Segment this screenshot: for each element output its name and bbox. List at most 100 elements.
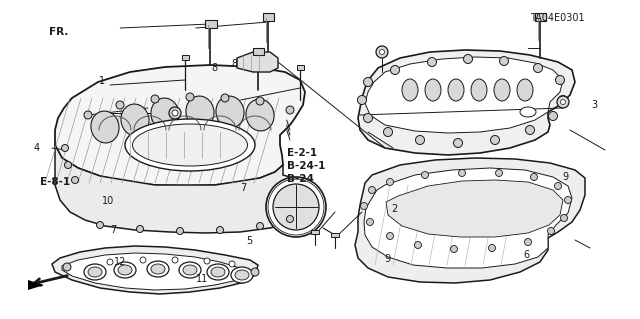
- Polygon shape: [55, 65, 305, 186]
- Polygon shape: [364, 168, 572, 268]
- Circle shape: [287, 216, 294, 222]
- Circle shape: [383, 128, 392, 137]
- Text: E-8-1: E-8-1: [40, 177, 70, 187]
- Circle shape: [376, 46, 388, 58]
- Circle shape: [367, 219, 374, 226]
- Circle shape: [364, 114, 372, 122]
- Text: 9: 9: [562, 172, 568, 182]
- Circle shape: [422, 172, 429, 179]
- Circle shape: [428, 57, 436, 66]
- Circle shape: [499, 56, 509, 65]
- Circle shape: [256, 97, 264, 105]
- Circle shape: [495, 169, 502, 176]
- Text: 8: 8: [211, 63, 218, 73]
- Circle shape: [525, 239, 531, 246]
- Polygon shape: [62, 253, 244, 290]
- Ellipse shape: [125, 119, 255, 171]
- Polygon shape: [365, 57, 563, 133]
- Ellipse shape: [425, 79, 441, 101]
- Circle shape: [221, 94, 229, 102]
- Circle shape: [561, 214, 568, 221]
- Bar: [253, 48, 264, 55]
- Text: TA04E0301: TA04E0301: [530, 12, 584, 23]
- Circle shape: [273, 184, 319, 230]
- Polygon shape: [55, 145, 314, 233]
- Text: 7: 7: [110, 225, 116, 235]
- Bar: [331, 233, 339, 237]
- Circle shape: [547, 227, 554, 234]
- Text: 12: 12: [114, 256, 126, 267]
- Circle shape: [556, 76, 564, 85]
- Circle shape: [107, 259, 113, 265]
- Bar: [182, 55, 189, 60]
- Polygon shape: [28, 280, 44, 290]
- Bar: [263, 13, 274, 21]
- Circle shape: [557, 96, 569, 108]
- Circle shape: [286, 106, 294, 114]
- Circle shape: [84, 111, 92, 119]
- Polygon shape: [237, 52, 278, 72]
- Circle shape: [177, 227, 184, 234]
- Circle shape: [360, 203, 367, 210]
- Ellipse shape: [183, 265, 197, 275]
- Ellipse shape: [471, 79, 487, 101]
- Circle shape: [454, 138, 463, 147]
- Ellipse shape: [448, 79, 464, 101]
- Ellipse shape: [91, 111, 119, 143]
- Circle shape: [415, 241, 422, 249]
- Circle shape: [172, 110, 178, 116]
- Circle shape: [564, 197, 572, 204]
- Circle shape: [266, 177, 326, 237]
- Circle shape: [387, 179, 394, 186]
- Circle shape: [548, 112, 557, 121]
- Ellipse shape: [207, 264, 229, 280]
- Circle shape: [458, 169, 465, 176]
- Text: 8: 8: [232, 59, 238, 69]
- Circle shape: [97, 221, 104, 228]
- Bar: [205, 20, 217, 28]
- Circle shape: [72, 176, 79, 183]
- Polygon shape: [358, 50, 575, 155]
- Ellipse shape: [186, 96, 214, 128]
- Ellipse shape: [520, 107, 536, 117]
- Text: 2: 2: [392, 204, 398, 214]
- Text: 7: 7: [241, 183, 247, 193]
- Ellipse shape: [517, 79, 533, 101]
- Ellipse shape: [132, 124, 248, 166]
- Text: 3: 3: [591, 100, 598, 110]
- Circle shape: [369, 187, 376, 194]
- Circle shape: [364, 78, 372, 86]
- Polygon shape: [386, 180, 563, 237]
- Text: FR.: FR.: [49, 27, 68, 37]
- Circle shape: [490, 136, 499, 145]
- Text: 9: 9: [384, 254, 390, 264]
- Polygon shape: [355, 158, 585, 283]
- Circle shape: [61, 145, 68, 152]
- Circle shape: [451, 246, 458, 253]
- Circle shape: [488, 244, 495, 251]
- Circle shape: [463, 55, 472, 63]
- Text: 6: 6: [523, 250, 529, 260]
- Circle shape: [380, 49, 385, 55]
- Circle shape: [525, 125, 534, 135]
- Ellipse shape: [216, 96, 244, 128]
- Ellipse shape: [494, 79, 510, 101]
- Circle shape: [415, 136, 424, 145]
- Ellipse shape: [147, 261, 169, 277]
- Ellipse shape: [402, 79, 418, 101]
- Bar: [311, 230, 319, 234]
- Circle shape: [63, 263, 71, 271]
- Ellipse shape: [151, 98, 179, 130]
- Ellipse shape: [179, 262, 201, 278]
- Text: E-2-1: E-2-1: [287, 148, 317, 158]
- Ellipse shape: [235, 270, 249, 280]
- Circle shape: [387, 233, 394, 240]
- Circle shape: [204, 258, 210, 264]
- Circle shape: [534, 63, 543, 72]
- Circle shape: [390, 65, 399, 75]
- Circle shape: [140, 257, 146, 263]
- Circle shape: [358, 95, 367, 105]
- Circle shape: [116, 101, 124, 109]
- Text: 5: 5: [246, 236, 252, 246]
- Text: B-24-1: B-24-1: [287, 161, 325, 171]
